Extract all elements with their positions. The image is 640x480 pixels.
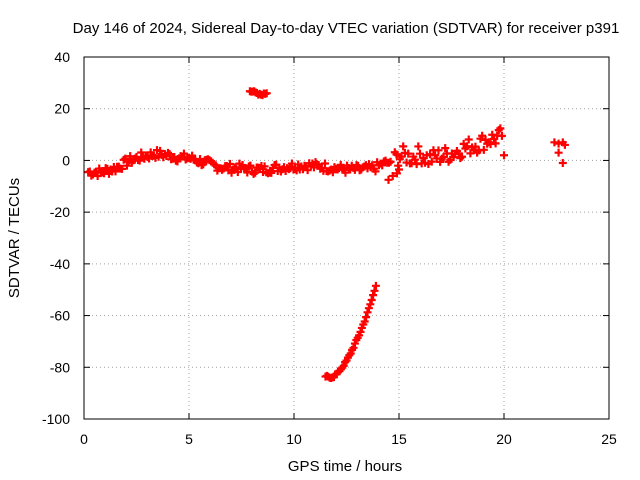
isolated-points-point [550, 138, 559, 147]
main-band-point [93, 171, 102, 180]
late-scatter-point [427, 157, 436, 166]
x-tick-label: 0 [80, 431, 88, 447]
main-band-point [199, 160, 208, 169]
x-axis-label: GPS time / hours [288, 458, 402, 475]
late-scatter-point [464, 135, 473, 144]
dip-arc-point [370, 286, 379, 295]
dip-arc-point [349, 343, 358, 352]
dip-arc-point [369, 291, 378, 300]
dip-arc-point [362, 313, 371, 322]
main-band-point [246, 161, 255, 170]
isolated-points-point [395, 165, 403, 174]
main-band-point [341, 168, 350, 177]
isolated-points-point [554, 148, 563, 157]
dip-arc-point [366, 300, 375, 309]
late-scatter-point [414, 142, 423, 151]
y-tick-label: -80 [50, 359, 70, 375]
dip-arc-point [363, 308, 372, 317]
x-tick-label: 5 [185, 431, 193, 447]
y-tick-label: 0 [62, 152, 70, 168]
dip-arc-point [360, 317, 369, 326]
y-tick-label: 20 [54, 101, 70, 117]
isolated-points-point [384, 175, 393, 184]
data-marks [84, 87, 569, 383]
upper-arc-point [262, 89, 271, 98]
main-band-point [386, 157, 395, 166]
y-axis-label: SDTVAR / TECUs [6, 178, 23, 298]
main-band-point [179, 149, 188, 158]
y-tick-label: 40 [54, 49, 70, 65]
dip-arc-point [356, 327, 365, 336]
main-band-point [260, 162, 269, 171]
main-band-point [165, 150, 174, 159]
isolated-points-point [558, 159, 567, 168]
late-scatter-point [463, 142, 472, 151]
x-tick-label: 20 [496, 431, 512, 447]
y-tick-label: -20 [50, 204, 70, 220]
late-scatter-point [416, 149, 424, 158]
late-scatter-point [441, 144, 450, 153]
main-band-point [137, 148, 146, 157]
late-scatter-point [479, 145, 488, 154]
late-scatter-point [458, 152, 466, 161]
chart-title: Day 146 of 2024, Sidereal Day-to-day VTE… [73, 20, 620, 37]
dip-arc-point [341, 358, 350, 367]
isolated-points-point [560, 140, 569, 149]
x-tick-label: 25 [601, 431, 617, 447]
late-scatter-point [434, 146, 443, 155]
late-scatter-point [392, 150, 401, 159]
main-band-point [320, 159, 329, 168]
main-band-point [156, 146, 165, 155]
x-tick-label: 10 [286, 431, 302, 447]
main-band-point [225, 159, 234, 168]
y-tick-label: -60 [50, 308, 70, 324]
late-scatter-point [456, 154, 465, 163]
late-scatter-point [478, 131, 487, 140]
y-tick-label: -100 [42, 411, 70, 427]
main-band-point [118, 164, 127, 173]
isolated-points-point [500, 151, 508, 160]
late-scatter-point [399, 142, 408, 151]
late-scatter-point [404, 149, 413, 158]
main-band-point [371, 167, 380, 176]
late-scatter-point [496, 124, 505, 133]
main-band-point [111, 167, 120, 176]
plot-frame [83, 56, 610, 420]
late-scatter-point [497, 131, 506, 140]
grid [84, 57, 609, 419]
main-band-point [251, 168, 260, 177]
late-scatter-point [410, 155, 419, 164]
y-tick-label: -40 [50, 256, 70, 272]
main-band-point [188, 151, 197, 160]
main-band-point [267, 168, 276, 177]
dip-arc-point [371, 281, 380, 290]
axis-ticks: 0 5 10 15 20 25 -100 -80 -60 -40 -20 0 20 40 [42, 49, 617, 447]
dip-arc-point [367, 296, 376, 305]
dip-arc-point [364, 304, 373, 313]
isolated-points-point [554, 139, 563, 148]
late-scatter-point [491, 139, 500, 148]
x-tick-label: 15 [391, 431, 407, 447]
main-band-point [303, 166, 312, 175]
isolated-points-point [388, 171, 397, 180]
